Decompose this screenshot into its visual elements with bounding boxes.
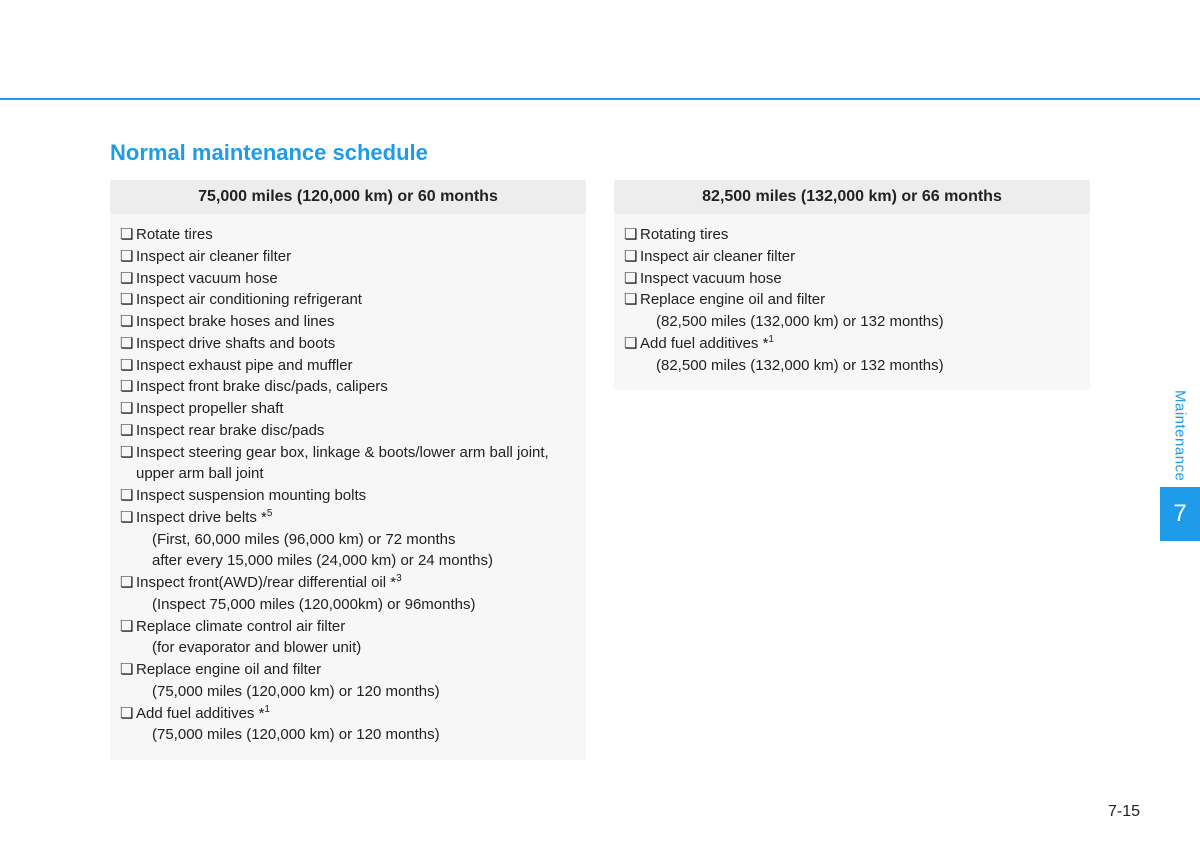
list-item: ❏Inspect suspension mounting bolts bbox=[120, 485, 576, 507]
checkbox-icon: ❏ bbox=[624, 246, 640, 268]
card-header: 75,000 miles (120,000 km) or 60 months bbox=[110, 180, 586, 214]
checkbox-icon: ❏ bbox=[120, 376, 136, 398]
page-number: 7-15 bbox=[1108, 803, 1140, 821]
list-item: ❏Inspect drive shafts and boots bbox=[120, 333, 576, 355]
list-item: ❏Inspect vacuum hose bbox=[120, 268, 576, 290]
list-item-text: Rotate tires bbox=[136, 224, 576, 246]
checkbox-icon: ❏ bbox=[120, 485, 136, 507]
checkbox-icon: ❏ bbox=[120, 659, 136, 703]
list-item-subtext: (for evaporator and blower unit) bbox=[136, 637, 576, 659]
list-item-subtext: (75,000 miles (120,000 km) or 120 months… bbox=[136, 724, 576, 746]
list-item-text: Replace engine oil and filter(75,000 mil… bbox=[136, 659, 576, 703]
list-item: ❏Inspect air cleaner filter bbox=[120, 246, 576, 268]
list-item-text: Add fuel additives *1(82,500 miles (132,… bbox=[640, 333, 1080, 377]
list-item-subtext: (75,000 miles (120,000 km) or 120 months… bbox=[136, 681, 576, 703]
list-item-subtext: (Inspect 75,000 miles (120,000km) or 96m… bbox=[136, 594, 576, 616]
list-item: ❏Inspect front(AWD)/rear differential oi… bbox=[120, 572, 576, 616]
list-item-text: Rotating tires bbox=[640, 224, 1080, 246]
checkbox-icon: ❏ bbox=[120, 268, 136, 290]
side-tab: Maintenance 7 bbox=[1160, 390, 1200, 541]
card-body: ❏Rotate tires❏Inspect air cleaner filter… bbox=[110, 214, 586, 760]
list-item: ❏Add fuel additives *1(82,500 miles (132… bbox=[624, 333, 1080, 377]
list-item: ❏Rotating tires bbox=[624, 224, 1080, 246]
list-item: ❏Inspect air cleaner filter bbox=[624, 246, 1080, 268]
list-item-text: Replace engine oil and filter(82,500 mil… bbox=[640, 289, 1080, 333]
list-item-text: Inspect steering gear box, linkage & boo… bbox=[136, 442, 576, 486]
list-item-subtext: (82,500 miles (132,000 km) or 132 months… bbox=[640, 355, 1080, 377]
list-item-subtext: (First, 60,000 miles (96,000 km) or 72 m… bbox=[136, 529, 576, 551]
page-content: Normal maintenance schedule 75,000 miles… bbox=[110, 140, 1090, 760]
list-item: ❏Inspect air conditioning refrigerant bbox=[120, 289, 576, 311]
checkbox-icon: ❏ bbox=[120, 507, 136, 572]
list-item: ❏Inspect drive belts *5(First, 60,000 mi… bbox=[120, 507, 576, 572]
card-body: ❏Rotating tires❏Inspect air cleaner filt… bbox=[614, 214, 1090, 390]
checkbox-icon: ❏ bbox=[120, 224, 136, 246]
list-item: ❏Rotate tires bbox=[120, 224, 576, 246]
list-item-text: Inspect drive belts *5(First, 60,000 mil… bbox=[136, 507, 576, 572]
top-divider bbox=[0, 98, 1200, 100]
list-item-text: Inspect air cleaner filter bbox=[640, 246, 1080, 268]
list-item: ❏Inspect propeller shaft bbox=[120, 398, 576, 420]
list-item: ❏Inspect front brake disc/pads, calipers bbox=[120, 376, 576, 398]
checkbox-icon: ❏ bbox=[120, 333, 136, 355]
list-item-subtext: after every 15,000 miles (24,000 km) or … bbox=[136, 550, 576, 572]
side-tab-label: Maintenance bbox=[1172, 390, 1189, 487]
list-item-text: Inspect exhaust pipe and muffler bbox=[136, 355, 576, 377]
list-item-text: Inspect suspension mounting bolts bbox=[136, 485, 576, 507]
list-item: ❏Inspect steering gear box, linkage & bo… bbox=[120, 442, 576, 486]
list-item-text: Replace climate control air filter(for e… bbox=[136, 616, 576, 660]
list-item-text: Inspect drive shafts and boots bbox=[136, 333, 576, 355]
checkbox-icon: ❏ bbox=[624, 268, 640, 290]
checkbox-icon: ❏ bbox=[624, 224, 640, 246]
list-item: ❏Replace engine oil and filter(75,000 mi… bbox=[120, 659, 576, 703]
list-item-text: Inspect front(AWD)/rear differential oil… bbox=[136, 572, 576, 616]
card-header: 82,500 miles (132,000 km) or 66 months bbox=[614, 180, 1090, 214]
checkbox-icon: ❏ bbox=[120, 572, 136, 616]
checkbox-icon: ❏ bbox=[120, 355, 136, 377]
list-item: ❏Replace climate control air filter(for … bbox=[120, 616, 576, 660]
column-left: 75,000 miles (120,000 km) or 60 months ❏… bbox=[110, 180, 586, 760]
columns: 75,000 miles (120,000 km) or 60 months ❏… bbox=[110, 180, 1090, 760]
list-item-text: Inspect rear brake disc/pads bbox=[136, 420, 576, 442]
list-item-text: Inspect vacuum hose bbox=[136, 268, 576, 290]
checkbox-icon: ❏ bbox=[120, 246, 136, 268]
list-item-text: Inspect propeller shaft bbox=[136, 398, 576, 420]
checkbox-icon: ❏ bbox=[624, 333, 640, 377]
list-item: ❏Inspect rear brake disc/pads bbox=[120, 420, 576, 442]
checkbox-icon: ❏ bbox=[120, 616, 136, 660]
list-item-text: Add fuel additives *1(75,000 miles (120,… bbox=[136, 703, 576, 747]
list-item-text: Inspect front brake disc/pads, calipers bbox=[136, 376, 576, 398]
checkbox-icon: ❏ bbox=[120, 311, 136, 333]
checkbox-icon: ❏ bbox=[624, 289, 640, 333]
checkbox-icon: ❏ bbox=[120, 420, 136, 442]
column-right: 82,500 miles (132,000 km) or 66 months ❏… bbox=[614, 180, 1090, 760]
list-item-text: Inspect vacuum hose bbox=[640, 268, 1080, 290]
list-item-text: Inspect brake hoses and lines bbox=[136, 311, 576, 333]
checkbox-icon: ❏ bbox=[120, 442, 136, 486]
checkbox-icon: ❏ bbox=[120, 289, 136, 311]
list-item: ❏Inspect vacuum hose bbox=[624, 268, 1080, 290]
checkbox-icon: ❏ bbox=[120, 398, 136, 420]
section-title: Normal maintenance schedule bbox=[110, 140, 1090, 166]
list-item-subtext: (82,500 miles (132,000 km) or 132 months… bbox=[640, 311, 1080, 333]
list-item-text: Inspect air cleaner filter bbox=[136, 246, 576, 268]
list-item: ❏Replace engine oil and filter(82,500 mi… bbox=[624, 289, 1080, 333]
list-item: ❏Inspect exhaust pipe and muffler bbox=[120, 355, 576, 377]
list-item: ❏Add fuel additives *1(75,000 miles (120… bbox=[120, 703, 576, 747]
list-item-text: Inspect air conditioning refrigerant bbox=[136, 289, 576, 311]
side-tab-number: 7 bbox=[1160, 487, 1200, 541]
checkbox-icon: ❏ bbox=[120, 703, 136, 747]
list-item: ❏Inspect brake hoses and lines bbox=[120, 311, 576, 333]
